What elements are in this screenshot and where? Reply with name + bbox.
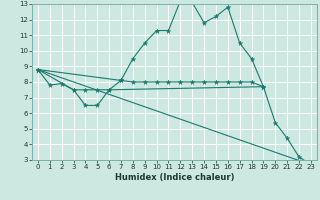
X-axis label: Humidex (Indice chaleur): Humidex (Indice chaleur)	[115, 173, 234, 182]
